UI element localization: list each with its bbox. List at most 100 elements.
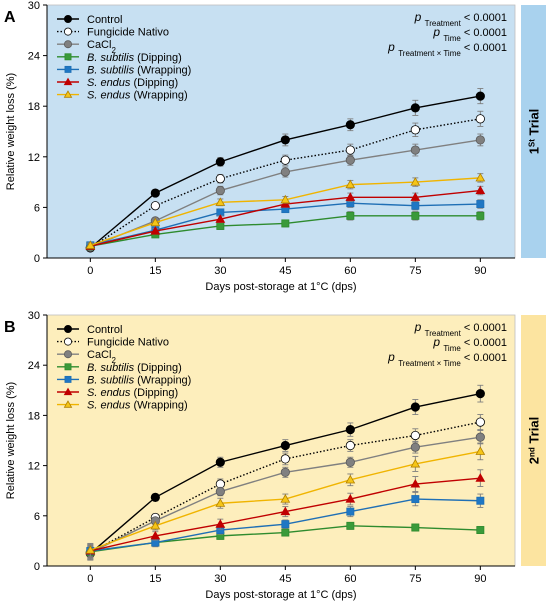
- legend-entry: Fungicide Nativo: [87, 337, 169, 349]
- marker-square: [411, 495, 420, 504]
- marker-square: [64, 65, 72, 73]
- series-5: [85, 469, 486, 559]
- y-tick-label: 18: [28, 101, 40, 113]
- legend-entry: B. subtilis (Wrapping): [87, 64, 191, 76]
- trial-label: 1St Trial: [527, 109, 542, 155]
- trial-side-bar: [521, 315, 546, 566]
- y-axis-label: Relative weight loss (%): [5, 382, 17, 499]
- legend-entry: Control: [87, 14, 122, 26]
- marker-triangle: [475, 185, 486, 195]
- y-tick-label: 12: [28, 152, 40, 164]
- stats-line: p Treatment < 0.0001: [414, 10, 507, 28]
- marker-triangle: [410, 479, 421, 488]
- y-tick-label: 24: [28, 360, 40, 372]
- x-tick-label: 30: [214, 265, 226, 277]
- marker-circle: [150, 188, 160, 198]
- marker-circle: [64, 337, 73, 346]
- marker-circle: [345, 155, 355, 165]
- x-tick-label: 15: [149, 265, 161, 277]
- x-tick-label: 0: [87, 265, 93, 277]
- marker-square: [411, 201, 420, 210]
- stats-line: p Treatment × Time < 0.0001: [387, 40, 507, 58]
- marker-square: [346, 507, 355, 516]
- series-6: [85, 172, 486, 249]
- marker-triangle: [215, 214, 226, 223]
- plot-area: [46, 4, 516, 259]
- marker-square: [476, 496, 485, 505]
- legend-entry: Fungicide Nativo: [87, 27, 169, 39]
- marker-circle: [345, 457, 355, 467]
- marker-square: [281, 520, 290, 529]
- marker-circle: [475, 389, 485, 399]
- marker-circle: [150, 492, 160, 502]
- panel-a: 1St Trial A 0 6 12 18 24 30 0 15 30 45 60 75 90 Days po…: [4, 0, 546, 293]
- marker-triangle: [345, 179, 356, 189]
- marker-triangle: [475, 473, 486, 482]
- marker-triangle: [85, 545, 96, 554]
- marker-square: [346, 521, 355, 530]
- marker-circle: [410, 145, 420, 155]
- marker-circle: [64, 27, 73, 36]
- panel-b: 2nd Trial B 0 6 12 18 24 30 0 15 30 45 60 75 90 Days po…: [4, 310, 546, 601]
- marker-circle: [410, 125, 420, 135]
- x-tick-label: 60: [344, 573, 356, 585]
- marker-triangle: [215, 197, 226, 206]
- marker-circle: [280, 135, 290, 145]
- marker-square: [411, 211, 420, 220]
- marker-circle: [475, 432, 485, 442]
- legend-entry: S. endus (Dipping): [87, 387, 178, 399]
- marker-square: [64, 53, 72, 61]
- marker-circle: [215, 174, 225, 184]
- marker-circle: [410, 430, 420, 441]
- x-tick-label: 90: [474, 573, 486, 585]
- y-axis-label: Relative weight loss (%): [5, 73, 17, 190]
- legend-entry: S. endus (Wrapping): [87, 90, 188, 102]
- trial-label: 2nd Trial: [527, 417, 542, 464]
- stats-line: p Time < 0.0001: [432, 25, 507, 43]
- marker-circle: [345, 425, 355, 435]
- marker-triangle: [475, 172, 486, 182]
- stats-line: p Time < 0.0001: [432, 335, 507, 353]
- legend-entry: S. endus (Dipping): [87, 77, 178, 89]
- marker-circle: [215, 185, 225, 196]
- x-tick-label: 30: [214, 573, 226, 585]
- marker-circle: [410, 402, 420, 412]
- marker-triangle: [475, 446, 486, 455]
- marker-triangle: [215, 519, 226, 528]
- marker-triangle: [63, 387, 73, 396]
- marker-circle: [345, 440, 355, 451]
- stats-line: p Treatment < 0.0001: [414, 320, 507, 338]
- x-tick-label: 15: [149, 573, 161, 585]
- marker-circle: [280, 467, 290, 477]
- marker-triangle: [280, 494, 291, 503]
- legend-entry: B. subtilis (Wrapping): [87, 374, 191, 386]
- marker-square: [281, 219, 290, 228]
- marker-circle: [64, 324, 73, 333]
- panel-letter: B: [4, 319, 16, 336]
- marker-triangle: [410, 192, 421, 201]
- marker-circle: [475, 114, 485, 124]
- x-tick-label: 75: [409, 573, 421, 585]
- y-tick-label: 6: [34, 202, 40, 214]
- marker-square: [281, 528, 290, 537]
- marker-circle: [150, 201, 160, 211]
- marker-circle: [280, 167, 290, 177]
- y-tick-label: 30: [28, 0, 40, 12]
- marker-triangle: [215, 498, 226, 507]
- legend-entry: S. endus (Wrapping): [87, 400, 188, 412]
- marker-circle: [64, 40, 73, 49]
- marker-square: [476, 200, 485, 208]
- marker-triangle: [63, 77, 73, 86]
- x-tick-label: 45: [279, 573, 291, 585]
- marker-triangle: [345, 474, 356, 484]
- panel-letter: A: [4, 9, 16, 26]
- series-2: [85, 430, 485, 560]
- marker-square: [346, 211, 355, 220]
- x-tick-label: 90: [474, 265, 486, 277]
- x-tick-label: 60: [344, 265, 356, 277]
